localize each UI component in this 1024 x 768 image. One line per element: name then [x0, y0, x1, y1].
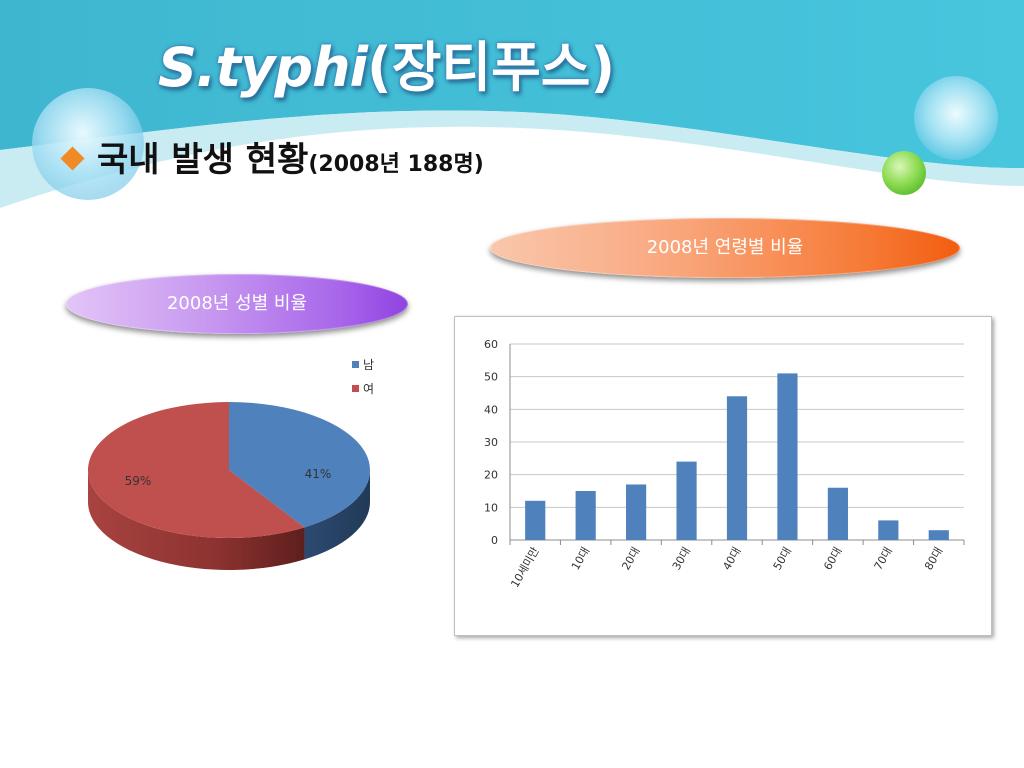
x-tick-label: 70대 — [872, 545, 895, 572]
x-tick-label: 10대 — [569, 545, 592, 572]
x-tick-label: 60대 — [821, 545, 844, 572]
pie-data-label: 41% — [305, 467, 332, 481]
bar — [726, 396, 748, 540]
y-tick-label: 60 — [484, 338, 498, 351]
bar — [878, 520, 899, 540]
legend-swatch — [352, 361, 359, 368]
gender-pie-chart: 41% 59% 남여 — [87, 358, 374, 570]
title-english: S.typhi — [158, 36, 368, 99]
x-tick-label: 10세미만 — [508, 545, 541, 590]
age-chart-title: 2008년 연령별 비율 — [490, 218, 960, 278]
pie-data-label: 59% — [125, 474, 152, 488]
pie-slice-side-female — [88, 470, 305, 570]
legend-label: 남 — [363, 358, 374, 372]
legend-label: 여 — [363, 382, 374, 396]
bar — [827, 487, 848, 540]
y-tick-label: 0 — [491, 534, 498, 547]
bar — [777, 373, 798, 540]
decorative-bubble — [32, 88, 144, 200]
decorative-bubble — [914, 76, 998, 160]
x-tick-label: 30대 — [670, 545, 693, 572]
bar — [626, 484, 647, 540]
y-tick-label: 30 — [484, 436, 498, 449]
x-tick-label: 20대 — [619, 545, 642, 572]
age-bar-chart: 0 10 20 30 40 50 60 10세미만 10대 20대 30대 40대 50대 60대 70대 8… — [484, 338, 965, 590]
y-tick-label: 10 — [484, 501, 498, 514]
pie-slice-side-male — [304, 470, 370, 560]
age-bar-chart-frame: 0 10 20 30 40 50 60 10세미만 10대 20대 30대 40대 50대 60대 70대 8… — [454, 316, 992, 636]
title-korean: (장티푸스) — [367, 36, 616, 99]
bar — [676, 461, 697, 540]
decorative-green-bubble — [882, 151, 926, 195]
bullet-sub-text: (2008년 188명) — [308, 152, 484, 177]
pie-slice-female — [87, 402, 305, 538]
y-tick-label: 20 — [484, 469, 498, 482]
bar — [575, 491, 596, 540]
y-tick-label: 50 — [484, 371, 498, 384]
pie-slice-male — [229, 402, 370, 528]
slide-title: S.typhi(장티푸스) — [158, 28, 628, 108]
y-tick-label: 40 — [484, 403, 498, 416]
x-tick-label: 50대 — [771, 545, 794, 572]
legend-swatch — [352, 385, 359, 392]
x-tick-label: 40대 — [720, 545, 743, 572]
bullet-main-text: 국내 발생 현황 — [97, 140, 309, 180]
x-tick-label: 80대 — [922, 545, 945, 572]
bar — [525, 500, 546, 540]
bar — [928, 530, 949, 540]
bullet-text: 국내 발생 현황(2008년 188명) — [97, 138, 484, 187]
gender-chart-title: 2008년 성별 비율 — [66, 274, 408, 334]
